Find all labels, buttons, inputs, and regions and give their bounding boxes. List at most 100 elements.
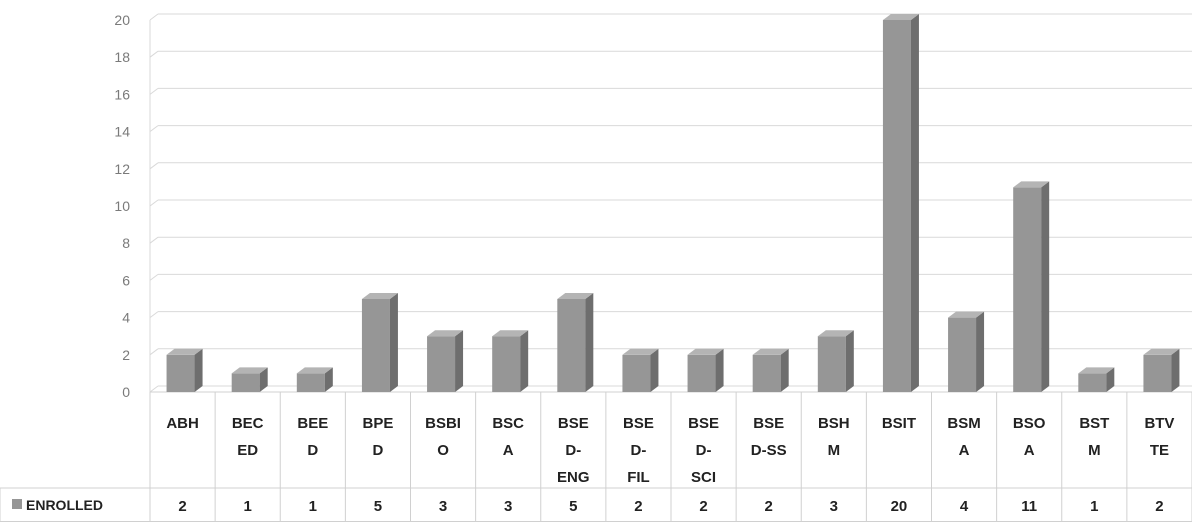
bar [948, 311, 985, 392]
bar-front [557, 299, 586, 392]
bar [1078, 367, 1115, 392]
bar-top [752, 348, 789, 355]
data-value: 1 [244, 498, 252, 515]
data-value: 2 [178, 498, 186, 515]
bar-top [882, 14, 919, 20]
data-value: 5 [374, 498, 382, 515]
legend-label: ENROLLED [26, 497, 103, 513]
bar-side [780, 348, 789, 392]
bar-side [324, 367, 333, 392]
bar-front [166, 354, 195, 392]
bar [361, 293, 398, 392]
y-tick-label: 12 [114, 161, 130, 177]
bar-front [948, 317, 977, 392]
bar [296, 367, 333, 392]
bar-front [492, 336, 521, 392]
data-value: 2 [634, 498, 642, 515]
bar-front [1143, 354, 1172, 392]
category-label: BST M [1079, 415, 1109, 459]
y-tick-label: 16 [114, 86, 130, 102]
bar [1013, 181, 1050, 392]
category-label: BSH M [818, 415, 850, 459]
bar [231, 367, 268, 392]
category-label: BSE D-SS [751, 415, 787, 459]
category-label: BSE D-FIL [623, 415, 654, 486]
bar-side [259, 367, 268, 392]
bar-top [1078, 367, 1115, 374]
bar-top [622, 348, 659, 355]
bar-side [845, 330, 854, 392]
gridline-depth [149, 311, 159, 319]
data-value: 1 [1090, 498, 1098, 515]
y-tick-label: 2 [122, 347, 130, 363]
bar-side [1041, 181, 1050, 392]
bar-side [1171, 348, 1180, 392]
y-tick-label: 8 [122, 235, 130, 251]
bar-side [650, 348, 659, 392]
category-label: BPE D [363, 415, 394, 459]
bar-top [687, 348, 724, 355]
bar-side [520, 330, 529, 392]
bar-side [715, 348, 724, 392]
data-value: 3 [504, 498, 512, 515]
y-tick-label: 4 [122, 310, 130, 326]
gridline-depth [149, 236, 159, 244]
legend-swatch [12, 499, 22, 509]
bar [1143, 348, 1180, 392]
gridline-depth [149, 348, 159, 356]
bar-top [817, 330, 854, 337]
bar-front [817, 336, 846, 392]
category-label: BSC A [492, 415, 524, 459]
data-value: 3 [830, 498, 838, 515]
bar-front [882, 20, 911, 392]
gridline-depth [149, 13, 159, 21]
category-label: ABH [166, 415, 199, 432]
bar [817, 330, 854, 392]
category-label: BSBI O [425, 415, 461, 459]
category-label: BEE D [297, 415, 328, 459]
y-tick-label: 6 [122, 272, 130, 288]
data-value: 4 [960, 498, 969, 515]
bar-top [1013, 181, 1050, 188]
data-value: 2 [765, 498, 773, 515]
bar [427, 330, 464, 392]
gridline-depth [149, 125, 159, 133]
bar [622, 348, 659, 392]
bar-front [1013, 187, 1042, 392]
data-value: 11 [1021, 498, 1037, 515]
bars [166, 14, 1180, 392]
bar [882, 14, 919, 392]
category-label: BSO A [1013, 415, 1046, 459]
gridline-depth [149, 385, 159, 393]
data-value: 1 [309, 498, 317, 515]
data-value: 5 [569, 498, 577, 515]
bar-top [427, 330, 464, 337]
bar-front [1078, 373, 1107, 392]
y-tick-label: 20 [114, 12, 130, 28]
data-value: 20 [891, 498, 908, 515]
data-value: 3 [439, 498, 447, 515]
bar-front [427, 336, 456, 392]
bar-side [976, 311, 985, 392]
y-tick-label: 14 [114, 124, 130, 140]
bar-top [1143, 348, 1180, 355]
y-tick-label: 18 [114, 49, 130, 65]
bar [166, 348, 203, 392]
category-label: BSIT [882, 415, 916, 432]
bar-top [361, 293, 398, 299]
gridline-depth [149, 50, 159, 58]
category-label: BSE D-SCI [688, 415, 719, 486]
bar-front [687, 354, 716, 392]
y-tick-label: 10 [114, 198, 130, 214]
bar [557, 293, 594, 392]
category-label: BEC ED [232, 415, 264, 459]
bar [752, 348, 789, 392]
bar-top [296, 367, 333, 374]
category-label: BSE D-ENG [557, 415, 590, 486]
bar-side [194, 348, 203, 392]
bar [492, 330, 529, 392]
data-value: 2 [699, 498, 707, 515]
gridline-depth [149, 162, 159, 170]
data-value: 2 [1155, 498, 1163, 515]
y-axis-ticks: 0 2 4 6 8 10 12 14 16 18 20 [114, 12, 130, 400]
